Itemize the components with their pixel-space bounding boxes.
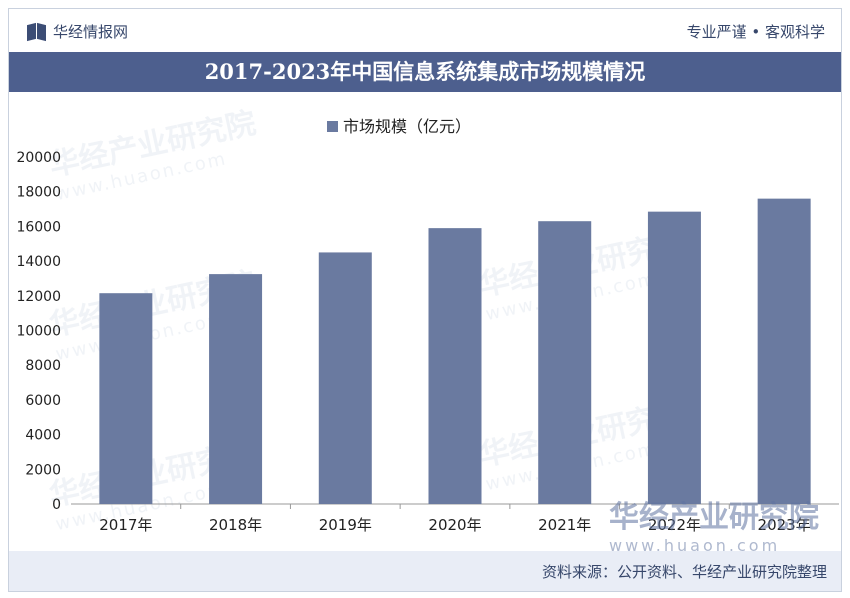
y-tick-label: 8000 <box>25 358 61 374</box>
x-tick-label: 2022年 <box>648 516 701 534</box>
legend-label: 市场规模（亿元） <box>343 117 471 136</box>
y-tick-label: 0 <box>52 497 61 513</box>
x-tick-label: 2020年 <box>428 516 481 534</box>
bar <box>538 221 592 504</box>
x-tick-label: 2018年 <box>209 516 262 534</box>
y-tick-label: 12000 <box>16 289 61 305</box>
chart-title: 2017-2023年中国信息系统集成市场规模情况 <box>9 52 841 92</box>
slogan: 专业严谨 • 客观科学 <box>686 23 825 41</box>
bar-chart: 0 2000 4000 6000 8000 10000 12000 14000 16000 180… <box>16 117 839 534</box>
y-tick-label: 2000 <box>25 462 61 478</box>
bar <box>428 228 482 504</box>
y-tick-label: 10000 <box>16 324 61 340</box>
data-source: 资料来源：公开资料、华经产业研究院整理 <box>541 563 827 581</box>
footer: 资料来源：公开资料、华经产业研究院整理 <box>9 551 841 591</box>
bar <box>318 252 372 504</box>
y-tick-label: 6000 <box>25 393 61 409</box>
y-tick-label: 20000 <box>16 150 61 166</box>
x-tick-label: 2021年 <box>538 516 591 534</box>
chart-frame: 华经情报网 专业严谨 • 客观科学 2017-2023年中国信息系统集成市场规模… <box>8 8 842 592</box>
x-tick-label: 2017年 <box>99 516 152 534</box>
y-tick-label: 18000 <box>16 185 61 201</box>
top-bar: 华经情报网 专业严谨 • 客观科学 <box>9 9 841 51</box>
y-tick-label: 16000 <box>16 219 61 235</box>
bar <box>647 211 701 504</box>
bar <box>757 198 811 504</box>
brand-name: 华经情报网 <box>53 23 129 41</box>
legend-swatch <box>327 121 338 132</box>
x-tick-label: 2019年 <box>319 516 372 534</box>
y-tick-label: 14000 <box>16 254 61 270</box>
x-tick-label: 2023年 <box>758 516 811 534</box>
brand: 华经情报网 <box>27 21 128 42</box>
bar <box>99 293 153 504</box>
bar <box>209 274 263 504</box>
y-tick-label: 4000 <box>25 428 61 444</box>
